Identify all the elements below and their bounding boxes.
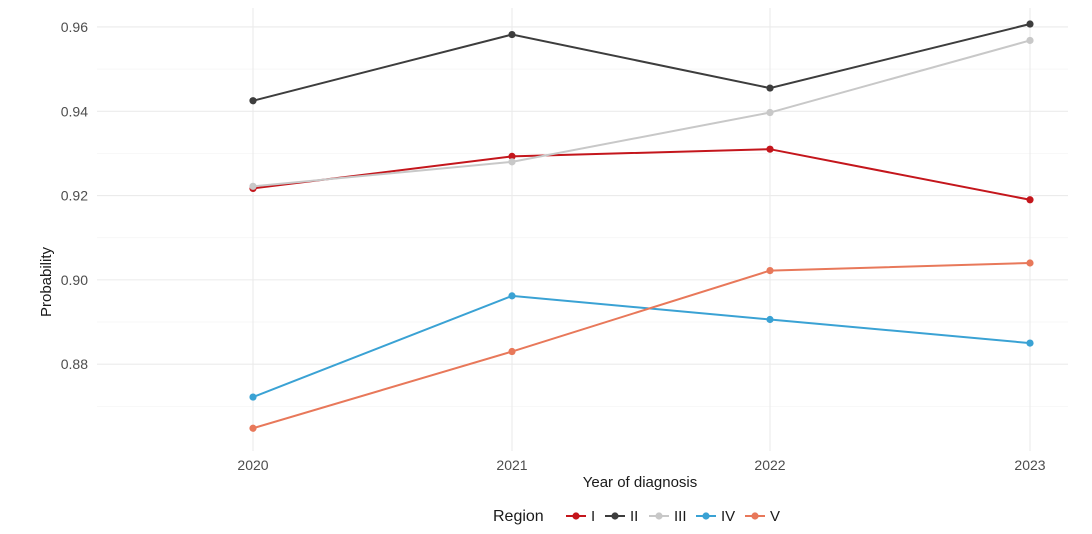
x-tick-label: 2021 (496, 457, 527, 473)
data-point (1026, 36, 1034, 45)
gridlines (97, 8, 1068, 451)
series-v (249, 259, 1034, 432)
legend-item-ii: II (605, 508, 638, 525)
series-iv (249, 292, 1034, 401)
data-point (249, 182, 257, 190)
y-tick-label: 0.88 (61, 356, 88, 372)
series-iii (249, 36, 1034, 190)
y-tick-label: 0.92 (61, 188, 88, 204)
data-point (508, 158, 516, 166)
data-point (766, 108, 774, 117)
legend-title: Region (493, 508, 544, 525)
data-point (249, 97, 257, 105)
y-tick-label: 0.90 (61, 272, 88, 288)
x-tick-label: 2020 (237, 457, 268, 473)
legend-items: I II III IV V (566, 508, 780, 525)
legend-key-point (611, 512, 619, 520)
data-point (1026, 196, 1034, 204)
data-point (766, 266, 774, 275)
legend-label: I (591, 508, 595, 525)
y-tick-label: 0.94 (61, 103, 88, 119)
series-lines (249, 20, 1034, 432)
legend-key-point (751, 512, 759, 520)
data-point (508, 30, 516, 39)
legend-label: V (770, 508, 780, 525)
series-line (252, 23, 1031, 102)
legend-key-point (655, 512, 663, 520)
x-tick-label: 2023 (1014, 457, 1045, 473)
data-point (508, 152, 516, 160)
data-point (766, 145, 774, 153)
legend-key-point (702, 512, 710, 520)
legend-item-iv: IV (696, 508, 735, 525)
data-point (249, 393, 257, 401)
legend-label: II (630, 508, 638, 525)
legend: Region I II III IV V (493, 508, 780, 525)
data-point (249, 424, 257, 432)
series-line (252, 294, 1031, 398)
data-point (508, 347, 516, 356)
series-i (249, 145, 1034, 204)
legend-item-i: I (566, 508, 595, 525)
x-tick-labels: 2020 2021 2022 2023 (237, 457, 1045, 473)
legend-label: IV (721, 508, 735, 525)
legend-key-point (572, 512, 580, 520)
legend-label: III (674, 508, 687, 525)
data-point (766, 315, 774, 324)
series-line (252, 148, 1031, 201)
data-point (1026, 339, 1034, 347)
x-axis-title: Year of diagnosis (583, 474, 698, 491)
data-point (1026, 259, 1034, 267)
data-point (508, 292, 516, 300)
y-axis-title: Probability (38, 246, 55, 317)
legend-item-iii: III (649, 508, 687, 525)
series-ii (249, 20, 1034, 105)
y-tick-label: 0.96 (61, 19, 88, 35)
series-line (252, 262, 1031, 430)
x-tick-label: 2022 (754, 457, 785, 473)
y-tick-labels: 0.88 0.90 0.92 0.94 0.96 (61, 19, 88, 372)
series-line (252, 39, 1031, 188)
data-point (766, 84, 774, 92)
legend-item-v: V (745, 508, 780, 525)
data-point (1026, 20, 1034, 28)
